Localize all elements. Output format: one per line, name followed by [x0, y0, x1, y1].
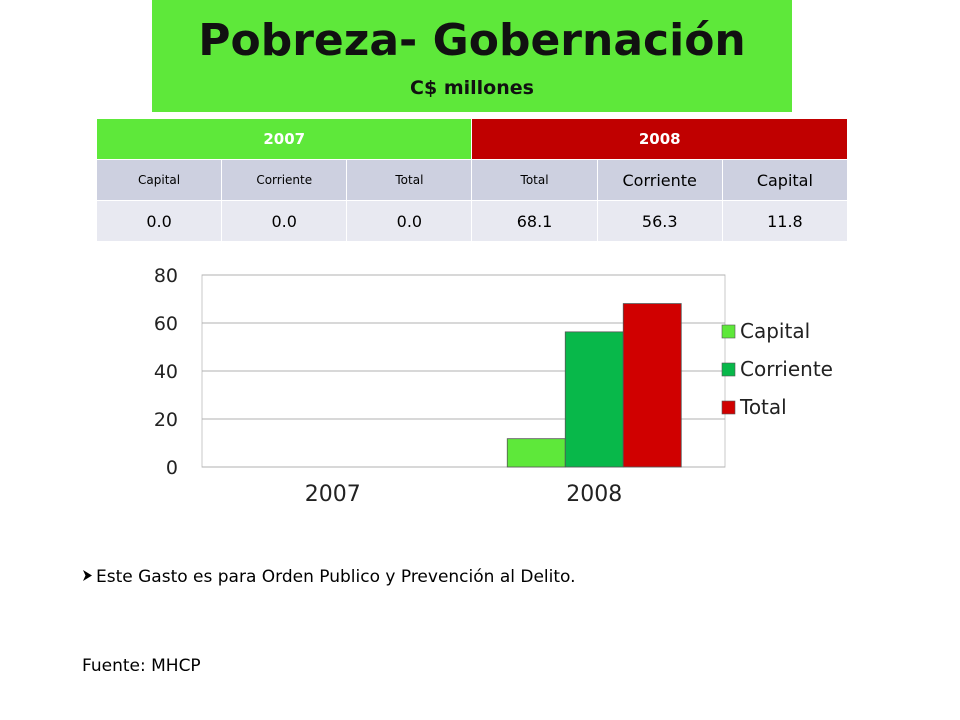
table-cell: 56.3	[596, 200, 723, 242]
column-header: Capital	[721, 159, 849, 201]
bar	[622, 303, 682, 468]
x-tick-label: 2007	[305, 482, 361, 507]
bar	[506, 438, 566, 468]
y-tick-label: 20	[154, 409, 178, 431]
source-note: Fuente: MHCP	[82, 656, 201, 676]
legend-swatch	[721, 324, 736, 339]
table-cell: 0.0	[221, 200, 348, 242]
bar-chart: 0 20 40 60 80 2007 2008 Capital Corriente Total	[154, 265, 833, 507]
y-tick-label: 60	[154, 313, 178, 335]
table-cell: 0.0	[95, 200, 223, 242]
data-table: 2007 2008 Capital Corriente Total Total …	[95, 118, 849, 242]
column-header: Total	[346, 159, 473, 201]
legend-label: Corriente	[740, 357, 833, 381]
bar	[564, 331, 624, 468]
legend-swatch	[721, 362, 736, 377]
legend-label: Total	[739, 395, 787, 419]
year-2008-header: 2008	[471, 118, 848, 160]
title-banner: Pobreza- Gobernación C$ millones	[152, 0, 792, 112]
note-text: Este Gasto es para Orden Publico y Preve…	[96, 567, 576, 587]
y-tick-label: 40	[154, 361, 178, 383]
note-bullet: Este Gasto es para Orden Publico y Preve…	[82, 567, 576, 587]
column-header: Capital	[95, 159, 223, 201]
column-header: Corriente	[596, 159, 723, 201]
legend-swatch	[721, 400, 736, 415]
y-tick-label: 0	[166, 457, 178, 479]
legend-label: Capital	[740, 319, 810, 343]
column-header: Corriente	[221, 159, 348, 201]
y-tick-label: 80	[154, 265, 178, 287]
column-header: Total	[471, 159, 598, 201]
table-cell: 0.0	[346, 200, 473, 242]
table-cell: 68.1	[471, 200, 598, 242]
table-cell: 11.8	[721, 200, 849, 242]
x-tick-label: 2008	[566, 482, 622, 507]
arrow-bullet-icon	[82, 567, 94, 587]
year-2007-header: 2007	[95, 118, 473, 160]
page-subtitle: C$ millones	[410, 77, 534, 99]
page-title: Pobreza- Gobernación	[198, 15, 746, 66]
